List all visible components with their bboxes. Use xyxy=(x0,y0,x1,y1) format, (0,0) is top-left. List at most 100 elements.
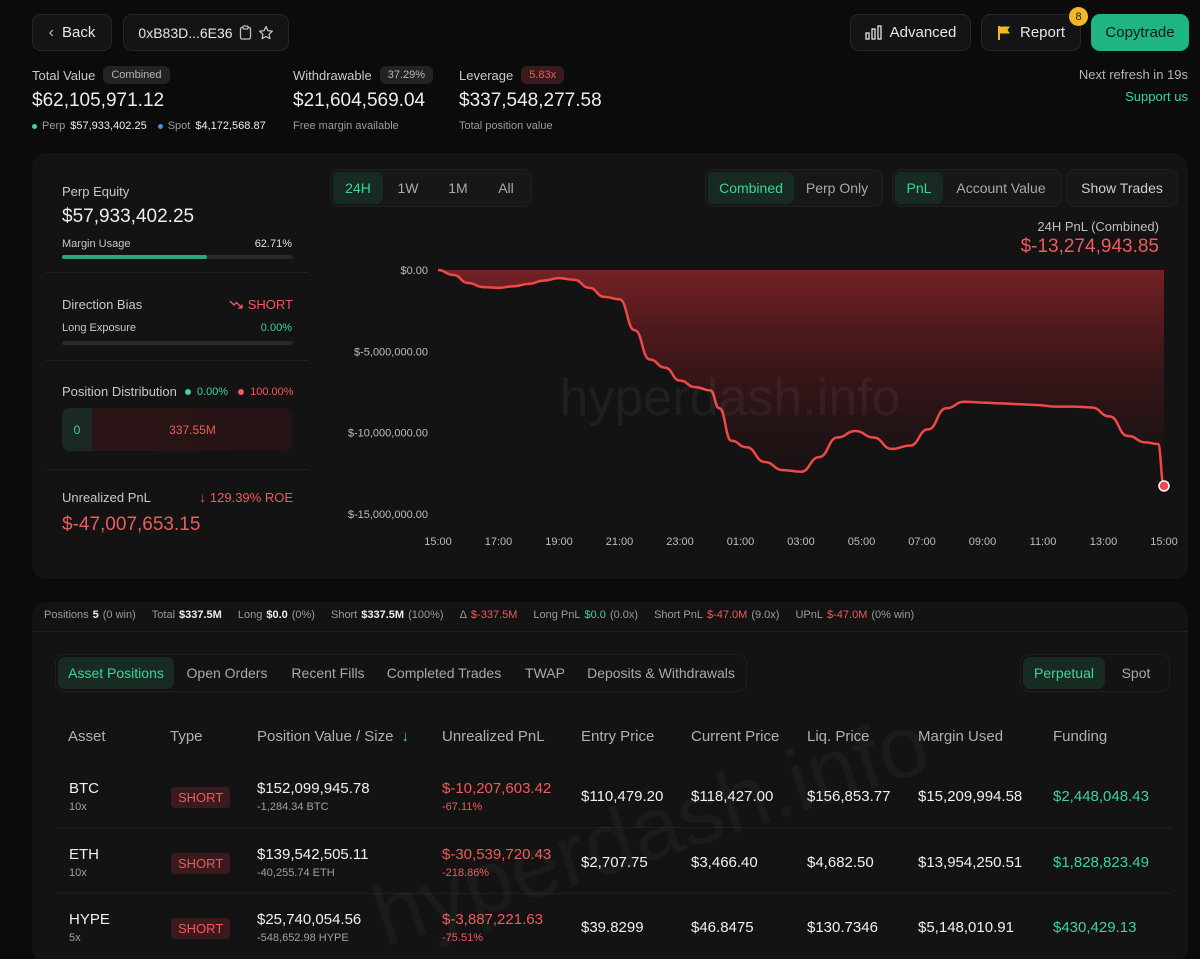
spot-value: $4,172,568.87 xyxy=(195,120,266,132)
stat-total: Total $337.5M xyxy=(151,609,222,621)
tab-twap[interactable]: TWAP xyxy=(525,665,565,681)
position-type-badge: SHORT xyxy=(171,918,231,939)
asset-symbol: HYPE xyxy=(69,911,110,928)
margin-used: $13,954,250.51 xyxy=(918,854,1023,871)
advanced-label: Advanced xyxy=(889,24,957,41)
tab-perpetual[interactable]: Perpetual xyxy=(1023,657,1105,689)
stats-divider xyxy=(32,631,1188,632)
positions-tabs: Asset Positions Open Orders Recent Fills… xyxy=(55,654,747,692)
range-1w[interactable]: 1W xyxy=(397,180,419,196)
bar-chart-icon xyxy=(864,25,882,40)
col-funding[interactable]: Funding xyxy=(1053,728,1108,745)
show-trades-toggle[interactable]: Show Trades xyxy=(1066,169,1178,207)
direction-bias-value: SHORT xyxy=(247,297,293,312)
star-icon[interactable] xyxy=(258,25,274,41)
stat-long: Long $0.0 (0%) xyxy=(237,609,315,621)
leverage-pill: 5.83x xyxy=(521,66,565,84)
direction-bias-indicator: SHORT xyxy=(229,297,293,312)
tab-completed-trades[interactable]: Completed Trades xyxy=(386,665,502,681)
unrealized-pnl: $-30,539,720.43 xyxy=(442,846,552,863)
position-value: $152,099,945.78 xyxy=(257,780,370,797)
copytrade-label: Copytrade xyxy=(1105,24,1175,41)
tab-asset-positions[interactable]: Asset Positions xyxy=(58,657,174,689)
current-price: $118,427.00 xyxy=(691,788,774,805)
mode-perp-only[interactable]: Perp Only xyxy=(805,180,869,196)
col-unrealized-pnl[interactable]: Unrealized PnL xyxy=(442,728,545,745)
col-entry-price[interactable]: Entry Price xyxy=(581,728,655,745)
report-count-badge: 8 xyxy=(1069,7,1088,26)
range-24h[interactable]: 24H xyxy=(333,172,383,204)
unrealized-pnl-pct: -67.11% xyxy=(442,801,483,813)
chevron-left-icon: ‹ xyxy=(48,23,54,41)
tab-recent-fills[interactable]: Recent Fills xyxy=(291,665,365,681)
metric-pnl[interactable]: PnL xyxy=(895,172,943,204)
col-asset[interactable]: Asset xyxy=(68,728,106,745)
x-tick-label: 01:00 xyxy=(727,536,755,548)
liq-price: $156,853.77 xyxy=(807,788,891,805)
report-button[interactable]: Report xyxy=(981,14,1081,51)
table-row[interactable] xyxy=(56,766,1172,828)
dist-short-pct: 100.00% xyxy=(250,385,294,398)
y-tick-label: $-5,000,000.00 xyxy=(354,346,428,358)
leverage-label: Leverage xyxy=(459,67,514,83)
col-current-price[interactable]: Current Price xyxy=(691,728,780,745)
dist-long-pct: 0.00% xyxy=(196,385,229,398)
tab-open-orders[interactable]: Open Orders xyxy=(186,665,268,681)
roe-indicator: ↓ 129.39% ROE xyxy=(199,490,293,505)
position-value: $25,740,054.56 xyxy=(257,911,362,928)
stat-short: Short $337.5M (100%) xyxy=(330,609,444,621)
back-button[interactable]: ‹ Back xyxy=(32,14,112,51)
support-link[interactable]: Support us xyxy=(1125,89,1188,104)
mode-combined[interactable]: Combined xyxy=(708,172,794,204)
tab-spot[interactable]: Spot xyxy=(1121,665,1151,681)
col-margin-used[interactable]: Margin Used xyxy=(918,728,1004,745)
advanced-button[interactable]: Advanced xyxy=(850,14,971,51)
col-position-value[interactable]: Position Value / Size ↓ xyxy=(257,728,409,745)
perp-equity-label: Perp Equity xyxy=(62,184,130,199)
position-size: -40,255.74 ETH xyxy=(257,867,335,879)
table-row[interactable] xyxy=(56,832,1172,894)
withdrawable-pill: 37.29% xyxy=(379,66,434,84)
withdrawable-block: Withdrawable 37.29% $21,604,569.04 Free … xyxy=(293,66,434,132)
margin-used: $5,148,010.91 xyxy=(918,919,1014,936)
stat-positions: Positions 5 (0 win) xyxy=(44,609,136,621)
clipboard-icon[interactable] xyxy=(239,25,252,40)
margin-used: $15,209,994.58 xyxy=(918,788,1023,805)
x-tick-label: 15:00 xyxy=(424,536,452,548)
chart-watermark: hyperdash.info xyxy=(559,369,900,427)
asset-leverage: 10x xyxy=(69,867,87,879)
position-size: -1,284.34 BTC xyxy=(257,801,329,813)
pnl-area-fill xyxy=(438,270,1164,486)
tab-deposits-withdrawals[interactable]: Deposits & Withdrawals xyxy=(587,665,735,681)
stat-long-pnl: Long PnL $0.0 (0.0x) xyxy=(533,609,639,621)
left-divider-3 xyxy=(46,469,308,470)
entry-price: $110,479.20 xyxy=(581,788,664,805)
copytrade-button[interactable]: Copytrade xyxy=(1091,14,1189,51)
x-tick-label: 13:00 xyxy=(1090,536,1118,548)
x-tick-label: 19:00 xyxy=(545,536,573,548)
dist-short-value: 337.55M xyxy=(169,422,216,437)
short-dot xyxy=(238,388,245,395)
long-dot xyxy=(184,388,191,395)
col-liq-price[interactable]: Liq. Price xyxy=(807,728,870,745)
x-tick-label: 05:00 xyxy=(848,536,876,548)
metric-account-value[interactable]: Account Value xyxy=(956,180,1046,196)
position-type-badge: SHORT xyxy=(171,853,231,874)
perp-value: $57,933,402.25 xyxy=(70,120,147,132)
arrow-down-icon: ↓ xyxy=(199,490,206,505)
withdrawable-label: Withdrawable xyxy=(293,67,372,83)
margin-usage-label: Margin Usage xyxy=(62,238,131,250)
withdrawable-sub: Free margin available xyxy=(293,120,399,132)
funding-value: $1,828,823.49 xyxy=(1053,854,1149,871)
range-1m[interactable]: 1M xyxy=(448,180,468,196)
unrealized-pnl: $-3,887,221.63 xyxy=(442,911,543,928)
current-price: $3,466.40 xyxy=(691,854,758,871)
pnl-line xyxy=(437,268,1166,488)
asset-symbol: ETH xyxy=(69,846,99,863)
position-type-badge: SHORT xyxy=(171,787,231,808)
trend-down-icon xyxy=(229,300,243,309)
perp-label: Perp xyxy=(42,120,66,132)
col-type[interactable]: Type xyxy=(170,728,203,745)
asset-leverage: 5x xyxy=(69,932,81,944)
range-all[interactable]: All xyxy=(498,180,514,196)
